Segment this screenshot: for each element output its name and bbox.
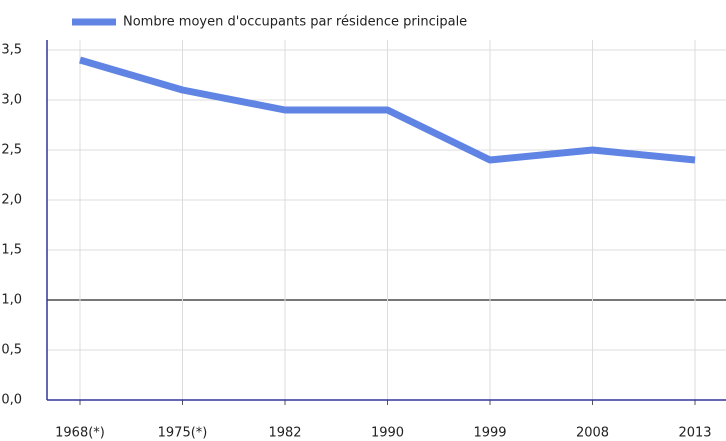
data-line xyxy=(79,56,696,164)
x-tick-label: 2008 xyxy=(576,426,609,441)
y-tick-label: 3,0 xyxy=(1,93,22,108)
y-tick-label: 3,5 xyxy=(1,43,22,58)
x-tick-label: 1968(*) xyxy=(55,426,105,441)
y-tick-label: 1,5 xyxy=(1,243,22,258)
x-tick-label: 1999 xyxy=(473,426,506,441)
x-tick-label: 1982 xyxy=(268,426,301,441)
legend-label: Nombre moyen d'occupants par résidence p… xyxy=(123,15,467,30)
y-tick-label: 0,5 xyxy=(1,343,22,358)
y-tick-label: 0,0 xyxy=(1,393,22,408)
y-tick-label: 2,0 xyxy=(1,193,22,208)
y-tick-label: 2,5 xyxy=(1,143,22,158)
x-tick-label: 2013 xyxy=(678,426,711,441)
y-tick-label: 1,0 xyxy=(1,293,22,308)
x-tick-label: 1975(*) xyxy=(158,426,208,441)
x-tick-label: 1990 xyxy=(371,426,404,441)
